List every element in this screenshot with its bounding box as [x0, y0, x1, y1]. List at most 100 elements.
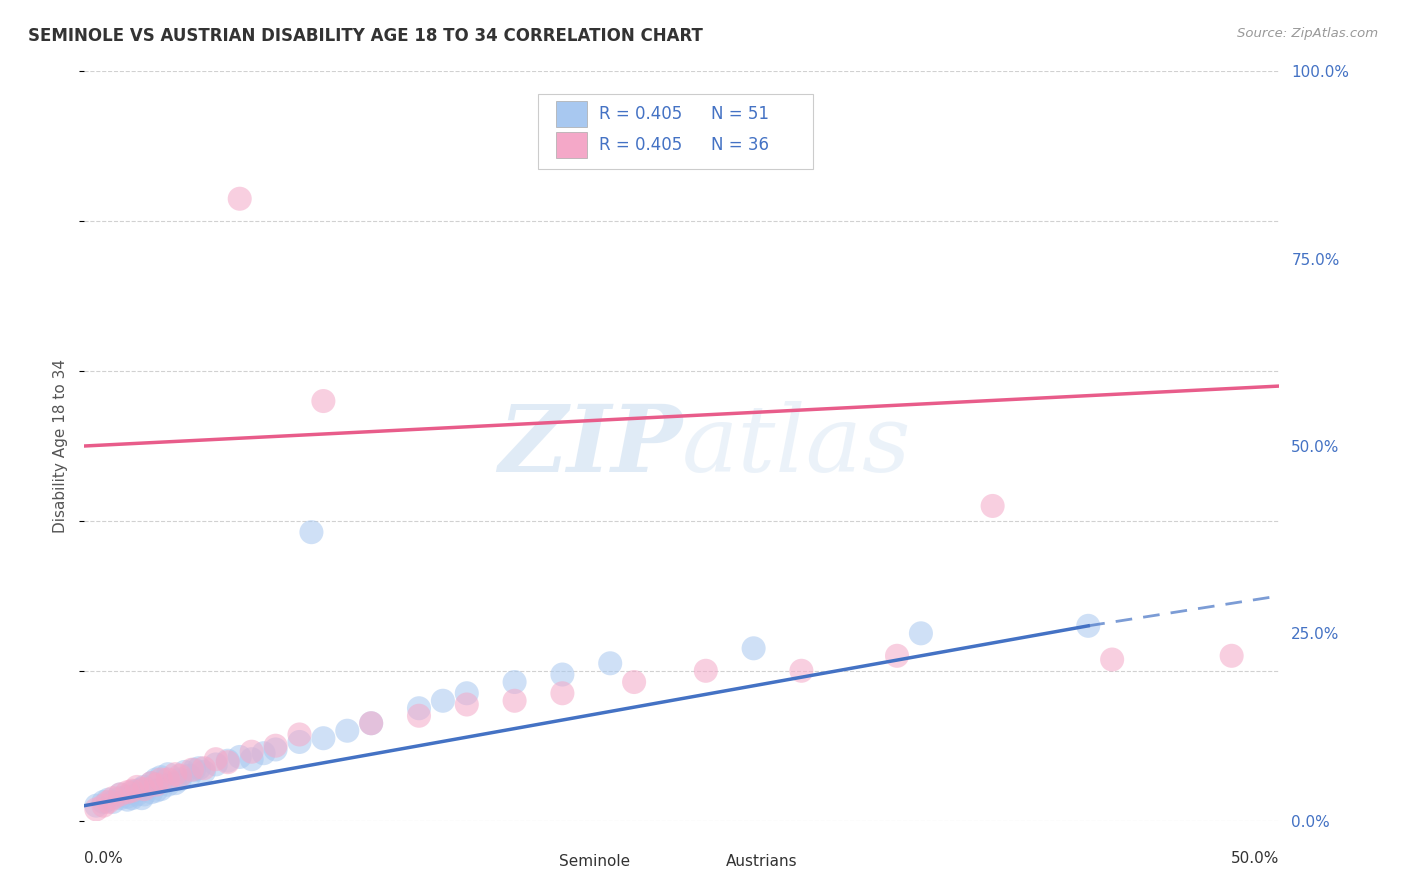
Point: [110, 788, 132, 802]
Y-axis label: Disability Age 18 to 34: Disability Age 18 to 34: [53, 359, 69, 533]
Point: [288, 727, 311, 741]
Point: [145, 778, 167, 792]
Point: [742, 641, 765, 656]
Point: [229, 192, 252, 206]
Point: [360, 716, 382, 731]
Point: [790, 664, 813, 678]
Point: [110, 791, 132, 805]
Point: [503, 675, 526, 690]
Point: [205, 752, 228, 766]
Point: [131, 791, 153, 805]
Point: [131, 782, 153, 797]
Point: [132, 782, 156, 797]
Point: [110, 788, 132, 802]
Point: [101, 795, 124, 809]
Point: [141, 776, 163, 790]
FancyBboxPatch shape: [557, 132, 588, 158]
Point: [132, 788, 156, 802]
Point: [360, 716, 382, 731]
Point: [193, 764, 215, 779]
Point: [264, 742, 287, 756]
Point: [599, 657, 621, 671]
Point: [217, 755, 239, 769]
Point: [253, 746, 276, 760]
Point: [336, 723, 359, 738]
Point: [132, 780, 156, 794]
Point: [886, 648, 908, 663]
Point: [149, 782, 172, 797]
FancyBboxPatch shape: [686, 848, 717, 875]
Text: R = 0.405: R = 0.405: [599, 105, 683, 123]
Point: [117, 789, 139, 804]
Text: 0.0%: 0.0%: [84, 851, 124, 865]
Point: [623, 675, 645, 690]
Point: [179, 769, 201, 783]
Text: R = 0.405: R = 0.405: [599, 136, 683, 153]
Text: Source: ZipAtlas.com: Source: ZipAtlas.com: [1237, 27, 1378, 40]
Point: [240, 745, 263, 759]
Point: [117, 785, 139, 799]
Point: [551, 667, 574, 681]
Point: [408, 701, 430, 715]
Point: [981, 499, 1004, 513]
Point: [503, 694, 526, 708]
Point: [301, 525, 323, 540]
Text: atlas: atlas: [682, 401, 911, 491]
Point: [165, 767, 187, 781]
Point: [165, 776, 187, 790]
Text: N = 51: N = 51: [710, 105, 769, 123]
Point: [97, 792, 120, 806]
Point: [141, 776, 163, 790]
Point: [240, 752, 263, 766]
Point: [432, 694, 454, 708]
Point: [1220, 648, 1243, 663]
Point: [456, 686, 478, 700]
FancyBboxPatch shape: [557, 102, 588, 127]
Point: [141, 785, 163, 799]
Point: [121, 791, 143, 805]
Point: [229, 750, 252, 764]
Point: [93, 798, 115, 813]
Text: N = 36: N = 36: [710, 136, 769, 153]
Point: [173, 764, 195, 779]
Point: [551, 686, 574, 700]
Point: [145, 783, 167, 797]
Point: [101, 791, 124, 805]
Point: [193, 761, 215, 775]
FancyBboxPatch shape: [538, 94, 814, 169]
Point: [205, 757, 228, 772]
Text: ZIP: ZIP: [498, 401, 682, 491]
Point: [169, 769, 191, 783]
Point: [121, 785, 143, 799]
Point: [217, 754, 239, 768]
Point: [121, 783, 143, 797]
Point: [86, 802, 108, 816]
Point: [188, 761, 211, 775]
Text: 50.0%: 50.0%: [1232, 851, 1279, 865]
Point: [312, 731, 335, 746]
Point: [169, 772, 191, 787]
Point: [157, 772, 180, 787]
Point: [264, 739, 287, 753]
Point: [157, 767, 180, 781]
Point: [149, 772, 172, 787]
Point: [93, 795, 115, 809]
Point: [910, 626, 932, 640]
Point: [145, 772, 167, 787]
Point: [97, 795, 120, 809]
FancyBboxPatch shape: [519, 848, 550, 875]
Point: [125, 788, 148, 802]
Point: [1077, 619, 1099, 633]
Point: [1101, 652, 1123, 666]
Point: [181, 763, 204, 777]
Text: SEMINOLE VS AUSTRIAN DISABILITY AGE 18 TO 34 CORRELATION CHART: SEMINOLE VS AUSTRIAN DISABILITY AGE 18 T…: [28, 27, 703, 45]
Point: [456, 698, 478, 712]
Point: [408, 708, 430, 723]
Point: [157, 778, 180, 792]
Point: [183, 763, 205, 777]
Point: [312, 394, 335, 409]
Point: [149, 770, 172, 784]
Text: Austrians: Austrians: [725, 855, 797, 870]
Point: [125, 780, 148, 794]
Text: Seminole: Seminole: [558, 855, 630, 870]
